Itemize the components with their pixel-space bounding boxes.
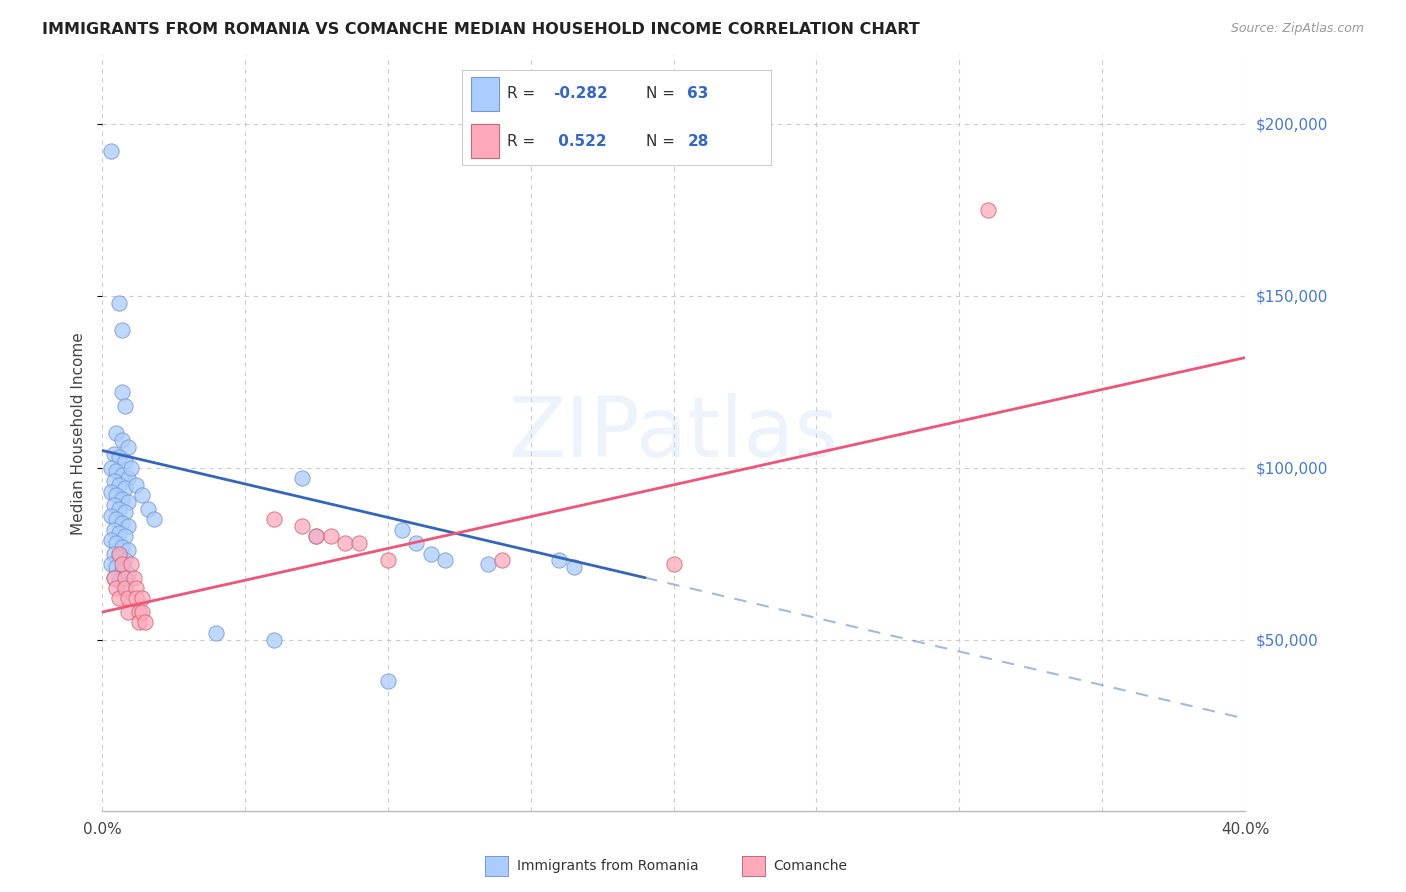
Point xyxy=(105,536,128,550)
Point xyxy=(114,577,136,591)
Point xyxy=(100,508,122,523)
Point xyxy=(114,505,136,519)
Point xyxy=(108,478,131,492)
Point xyxy=(377,553,399,567)
Point xyxy=(291,519,314,533)
Point xyxy=(103,499,125,513)
Point xyxy=(491,553,513,567)
Point xyxy=(319,529,342,543)
Point xyxy=(205,625,228,640)
Point xyxy=(111,467,134,482)
Point xyxy=(105,512,128,526)
Point xyxy=(977,202,1000,217)
Point xyxy=(125,591,148,606)
Point xyxy=(114,571,136,585)
Point xyxy=(117,567,139,582)
Point xyxy=(108,526,131,541)
Point xyxy=(114,553,136,567)
Point xyxy=(103,523,125,537)
Point xyxy=(125,478,148,492)
Point xyxy=(131,605,153,619)
Point xyxy=(111,385,134,400)
Point xyxy=(111,323,134,337)
Point xyxy=(142,512,165,526)
Point xyxy=(305,529,328,543)
Point xyxy=(263,632,285,647)
Point xyxy=(103,475,125,489)
Point xyxy=(349,536,371,550)
Point xyxy=(108,502,131,516)
Point xyxy=(128,615,150,630)
Point xyxy=(120,557,142,571)
Point xyxy=(108,574,131,588)
Point xyxy=(103,571,125,585)
Point xyxy=(419,547,441,561)
Point xyxy=(131,591,153,606)
Point xyxy=(114,454,136,468)
Point xyxy=(111,540,134,554)
Point xyxy=(103,571,125,585)
Point xyxy=(117,440,139,454)
Point xyxy=(105,464,128,478)
Point xyxy=(405,536,427,550)
Point xyxy=(103,447,125,461)
Point xyxy=(333,536,356,550)
Point xyxy=(136,502,159,516)
Point xyxy=(105,426,128,441)
Point xyxy=(291,471,314,485)
Point xyxy=(122,571,145,585)
Point xyxy=(562,560,585,574)
Text: ZIPatlas: ZIPatlas xyxy=(509,392,838,474)
Point xyxy=(305,529,328,543)
Point xyxy=(117,591,139,606)
Point xyxy=(100,557,122,571)
Point xyxy=(434,553,457,567)
Point xyxy=(477,557,499,571)
Point xyxy=(117,471,139,485)
Point xyxy=(377,673,399,688)
Point xyxy=(111,433,134,447)
Point xyxy=(108,547,131,561)
Point xyxy=(108,450,131,465)
Point xyxy=(117,519,139,533)
Text: Comanche: Comanche xyxy=(773,859,848,873)
Point xyxy=(103,547,125,561)
Point xyxy=(114,481,136,495)
Point xyxy=(114,399,136,413)
Point xyxy=(105,488,128,502)
Text: Source: ZipAtlas.com: Source: ZipAtlas.com xyxy=(1230,22,1364,36)
Text: Immigrants from Romania: Immigrants from Romania xyxy=(517,859,699,873)
Y-axis label: Median Household Income: Median Household Income xyxy=(72,332,86,534)
Point xyxy=(131,488,153,502)
Point xyxy=(263,512,285,526)
Point xyxy=(100,460,122,475)
Point xyxy=(120,460,142,475)
Point xyxy=(114,529,136,543)
Point xyxy=(111,516,134,530)
Point xyxy=(100,484,122,499)
Point xyxy=(100,145,122,159)
Point xyxy=(105,560,128,574)
Point xyxy=(391,523,413,537)
Text: IMMIGRANTS FROM ROMANIA VS COMANCHE MEDIAN HOUSEHOLD INCOME CORRELATION CHART: IMMIGRANTS FROM ROMANIA VS COMANCHE MEDI… xyxy=(42,22,920,37)
Point xyxy=(100,533,122,547)
Point xyxy=(108,295,131,310)
Point xyxy=(134,615,156,630)
Point xyxy=(117,605,139,619)
Point xyxy=(108,549,131,564)
Point xyxy=(111,491,134,506)
Point xyxy=(111,557,134,571)
Point xyxy=(111,564,134,578)
Point xyxy=(117,543,139,558)
Point xyxy=(117,495,139,509)
Point xyxy=(128,605,150,619)
Point xyxy=(114,581,136,595)
Point xyxy=(125,581,148,595)
Point xyxy=(548,553,571,567)
Point xyxy=(105,581,128,595)
Point xyxy=(108,591,131,606)
Point xyxy=(662,557,685,571)
